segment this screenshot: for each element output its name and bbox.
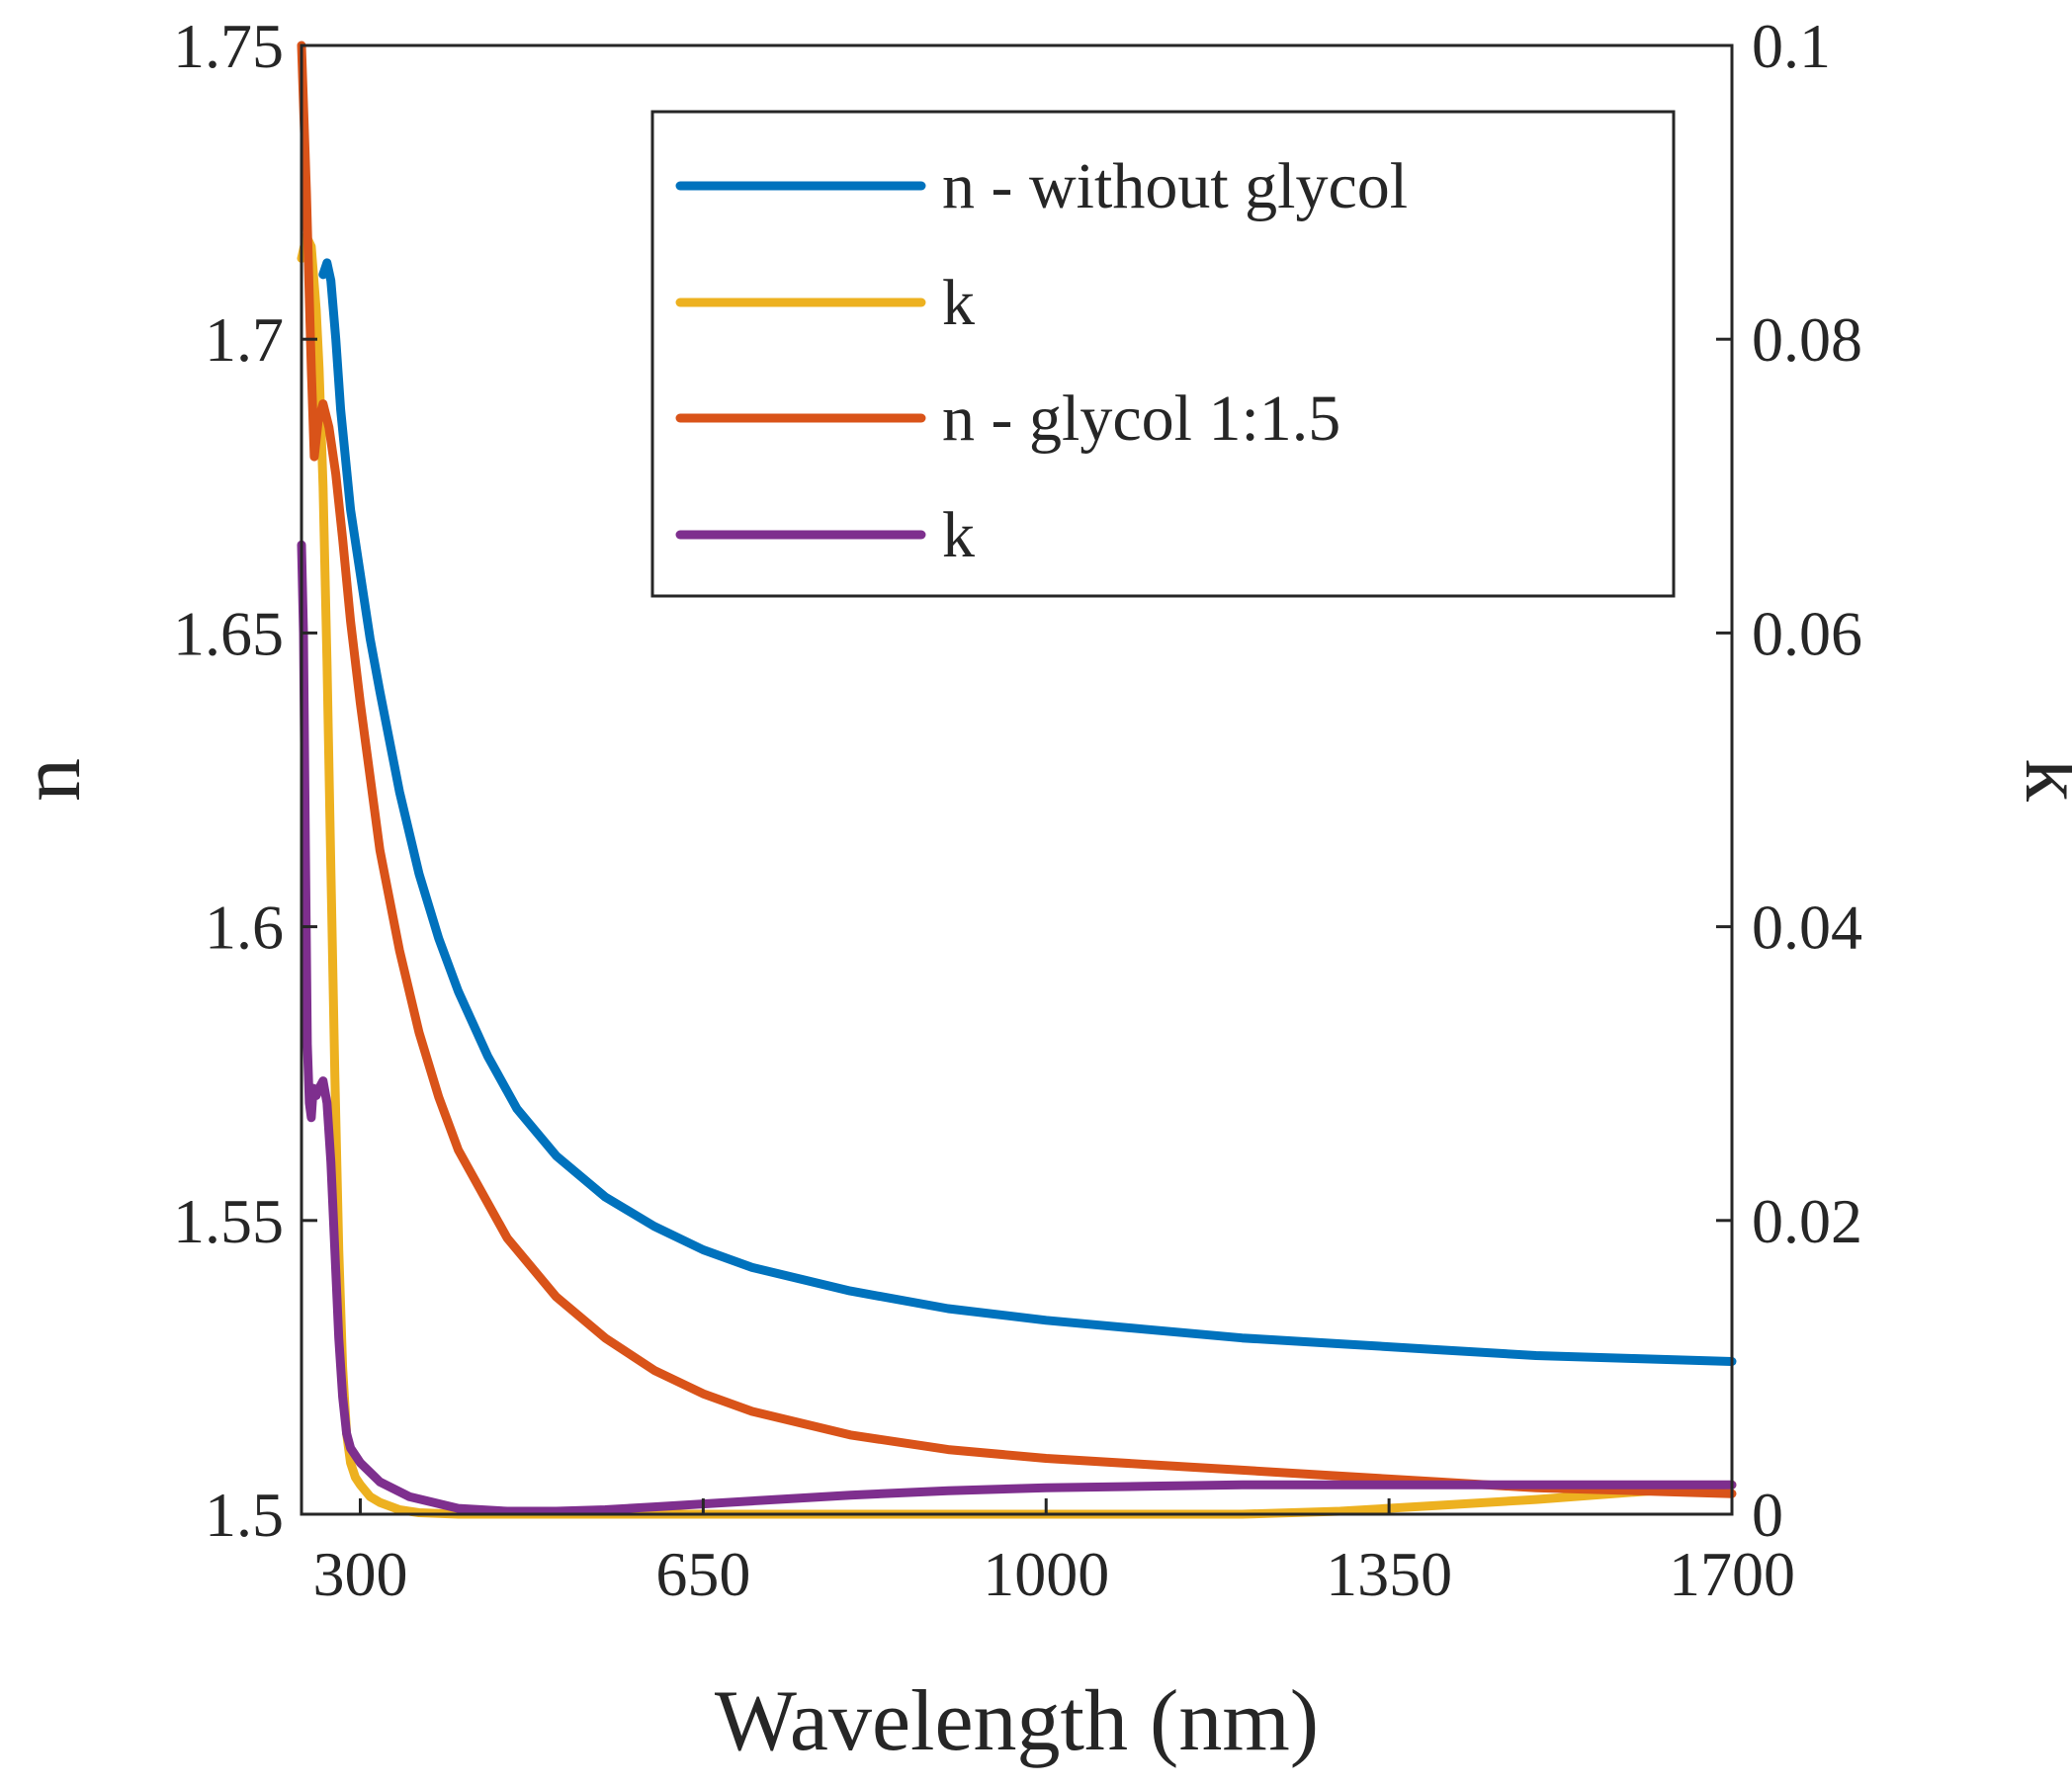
y-right-tick-label: 0.08 xyxy=(1752,304,1862,375)
y-left-tick-label: 1.6 xyxy=(205,893,284,963)
series-line-4 xyxy=(297,540,1737,1516)
legend-label-1: n - without glycol xyxy=(942,150,1408,222)
y-right-tick-label: 0.04 xyxy=(1752,893,1862,963)
x-tick-label: 300 xyxy=(312,1539,407,1609)
x-tick-label: 1350 xyxy=(1326,1539,1452,1609)
legend-label-3: n - glycol 1:1.5 xyxy=(942,383,1340,455)
x-tick-label: 1000 xyxy=(983,1539,1109,1609)
y-right-tick-label: 0.06 xyxy=(1752,598,1862,668)
y-left-tick-label: 1.7 xyxy=(205,304,284,375)
y-left-tick-label: 1.75 xyxy=(173,11,284,81)
y-right-tick-label: 0.1 xyxy=(1752,11,1831,81)
y-left-axis-title: n xyxy=(3,758,99,802)
y-left-tick-label: 1.55 xyxy=(173,1186,284,1256)
legend-box xyxy=(650,110,1676,598)
legend-label-2: k xyxy=(942,267,975,339)
y-left-tick-label: 1.65 xyxy=(173,598,284,668)
legend-label-4: k xyxy=(942,499,975,571)
series-line-1 xyxy=(318,258,1737,1366)
y-right-tick-label: 0 xyxy=(1752,1480,1783,1550)
x-tick-label: 650 xyxy=(655,1539,750,1609)
y-right-tick-label: 0.02 xyxy=(1752,1186,1862,1256)
plot-area-frame xyxy=(300,43,1734,1516)
y-left-tick-label: 1.5 xyxy=(205,1480,284,1550)
x-tick-label: 1700 xyxy=(1669,1539,1795,1609)
series-line-3 xyxy=(297,41,1737,1498)
legend: n - without glycol k n - glycol 1:1.5 k xyxy=(650,110,1676,598)
y-right-axis-title: k xyxy=(2007,758,2072,802)
ticks-layer: 300 650 1000 1350 1700 1.5 1.55 1.6 1.65 1.7 1.75 0… xyxy=(173,11,1862,1609)
series-layer xyxy=(297,41,1737,1519)
x-axis-title: Wavelength (nm) xyxy=(715,1673,1319,1769)
